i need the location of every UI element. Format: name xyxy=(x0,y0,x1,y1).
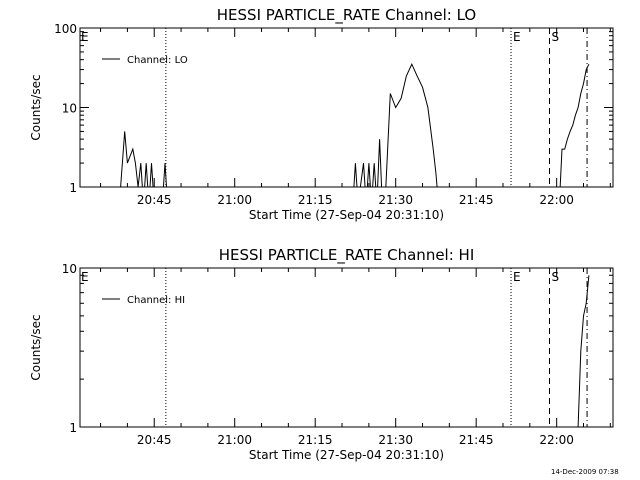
chart-title: HESSI PARTICLE_RATE Channel: LO xyxy=(217,6,476,25)
series-line xyxy=(120,62,590,187)
y-tick-label: 100 xyxy=(54,22,77,36)
x-axis-label: Start Time (27-Sep-04 20:31:10) xyxy=(249,208,444,222)
x-axis-label: Start Time (27-Sep-04 20:31:10) xyxy=(249,448,444,462)
x-tick-label: 22:00 xyxy=(539,193,574,207)
event-marker-label: S xyxy=(552,270,560,284)
event-marker-label: E xyxy=(513,30,521,44)
y-tick-label: 10 xyxy=(62,262,77,276)
timestamp-text: 14-Dec-2009 07:38 xyxy=(551,468,619,476)
x-tick-label: 21:00 xyxy=(217,433,252,447)
x-tick-label: 20:45 xyxy=(137,193,172,207)
event-marker-label: S xyxy=(552,30,560,44)
x-tick-label: 21:30 xyxy=(378,433,413,447)
y-tick-label: 1 xyxy=(69,181,77,195)
x-tick-label: 21:15 xyxy=(298,193,333,207)
x-tick-label: 21:30 xyxy=(378,193,413,207)
x-tick-label: 22:00 xyxy=(539,433,574,447)
x-tick-label: 21:45 xyxy=(459,193,494,207)
plot-frame xyxy=(79,267,614,428)
x-tick-label: 20:45 xyxy=(137,433,172,447)
event-marker-label: E xyxy=(513,270,521,284)
legend-label: Channel: LO xyxy=(127,55,188,66)
chart-title: HESSI PARTICLE_RATE Channel: HI xyxy=(219,246,475,265)
y-axis-label: Counts/sec xyxy=(29,74,43,140)
legend-label: Channel: HI xyxy=(127,295,185,306)
x-tick-label: 21:45 xyxy=(459,433,494,447)
plot-frame xyxy=(79,27,614,188)
event-marker-label: E xyxy=(81,270,89,284)
x-tick-label: 21:15 xyxy=(298,433,333,447)
event-marker-label: E xyxy=(81,30,89,44)
y-tick-label: 10 xyxy=(62,102,77,116)
y-axis-label: Counts/sec xyxy=(29,314,43,380)
y-tick-label: 1 xyxy=(69,421,77,435)
x-tick-label: 21:00 xyxy=(217,193,252,207)
series-line xyxy=(577,275,590,427)
